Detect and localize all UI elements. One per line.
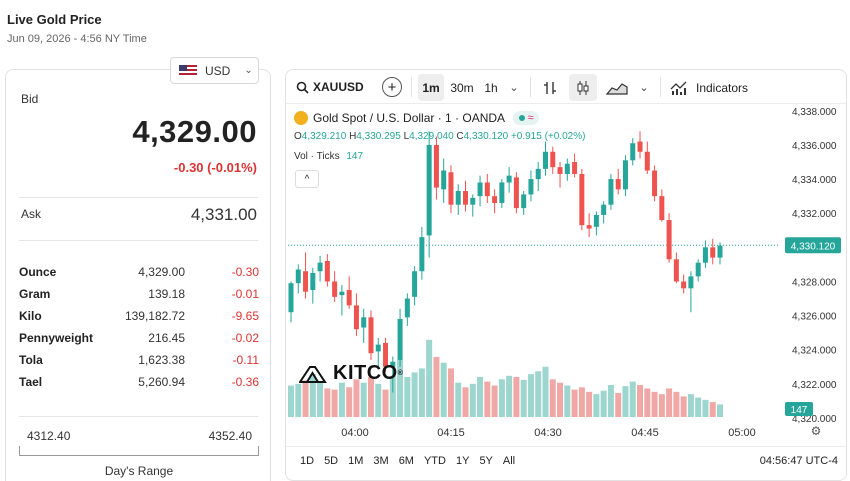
unit-change: -0.01 [231, 287, 259, 301]
divider [19, 197, 258, 198]
symbol-label: XAUUSD [313, 80, 364, 94]
indicators-icon [670, 81, 687, 95]
unit-row: Tola 1,623.38 -0.11 [19, 349, 259, 371]
unit-name: Ounce [19, 265, 57, 279]
price-panel [5, 69, 271, 481]
bid-change: -0.30 (-0.01%) [173, 160, 257, 175]
volume-value: 147 [346, 151, 364, 162]
unit-row: Ounce 4,329.00 -0.30 [19, 261, 259, 283]
unit-change: -0.11 [232, 353, 259, 367]
bid-label: Bid [21, 92, 39, 106]
toolbar-divider [530, 77, 531, 97]
collapse-legend-button[interactable]: ^ [295, 170, 319, 188]
unit-price: 139.18 [148, 287, 185, 301]
gold-icon [294, 111, 308, 125]
us-flag-icon [179, 64, 197, 77]
chevron-down-icon: ⌄ [244, 65, 253, 76]
indicators-label: Indicators [696, 80, 749, 95]
unit-price: 5,260.94 [138, 375, 185, 389]
unit-price: 4,329.00 [138, 265, 185, 279]
range-high: 4352.40 [208, 429, 252, 443]
range-ytd[interactable]: YTD [423, 455, 446, 467]
range-low: 4312.40 [27, 429, 71, 443]
range-all[interactable]: All [502, 455, 516, 467]
market-status-badge: ≈ [513, 111, 540, 125]
unit-name: Tola [19, 353, 43, 367]
range-5y[interactable]: 5Y [479, 455, 493, 467]
unit-name: Kilo [19, 309, 42, 323]
unit-change: -0.02 [231, 331, 259, 345]
range-buttons: 1D 5D 1M 3M 6M YTD 1Y 5Y All [296, 455, 521, 467]
range-1y[interactable]: 1Y [455, 455, 470, 467]
unit-change: -9.65 [231, 309, 259, 323]
divider [19, 416, 258, 417]
toolbar-divider [411, 77, 412, 97]
candles-icon[interactable] [569, 74, 597, 101]
range-1m[interactable]: 1M [348, 455, 364, 467]
low-label: L [403, 131, 410, 142]
currency-label: USD [205, 63, 231, 78]
range-5d[interactable]: 5D [324, 455, 339, 467]
low-value: 4,329.040 [409, 131, 454, 142]
unit-name: Pennyweight [19, 331, 94, 345]
open-label: O [294, 131, 302, 142]
open-value: 4,329.210 [301, 131, 347, 142]
chevron-down-icon[interactable]: ⌄ [639, 82, 649, 94]
unit-row: Kilo 139,182.72 -9.65 [19, 305, 259, 327]
high-label: H [349, 131, 357, 142]
unit-change: -0.30 [231, 265, 259, 279]
search-icon [296, 81, 309, 94]
unit-row: Tael 5,260.94 -0.36 [19, 371, 259, 393]
unit-row: Gram 139.18 -0.01 [19, 283, 259, 305]
unit-name: Tael [19, 375, 43, 389]
bar-style-icon[interactable] [538, 74, 562, 101]
range-bar [19, 446, 259, 456]
indicators-button[interactable]: Indicators [670, 74, 748, 101]
legend-title: Gold Spot / U.S. Dollar · 1 · OANDA [313, 111, 506, 125]
unit-price: 1,623.38 [138, 353, 185, 367]
compare-add-icon[interactable]: + [382, 77, 402, 97]
unit-change: -0.36 [231, 375, 259, 389]
toolbar-divider [286, 103, 846, 104]
unit-price: 216.45 [148, 331, 185, 345]
unit-price-table: Ounce 4,329.00 -0.30 Gram 139.18 -0.01 Kilo 139… [19, 261, 259, 393]
high-value: 4,330.295 [356, 131, 401, 142]
chart-legend: Gold Spot / U.S. Dollar · 1 · OANDA ≈ [294, 111, 540, 125]
timestamp: Jun 09, 2026 - 4:56 NY Time [7, 33, 147, 45]
page-title: Live Gold Price [7, 12, 102, 27]
close-value: 4,330.120 [463, 131, 509, 142]
range-3m[interactable]: 3M [373, 455, 389, 467]
range-6m[interactable]: 6M [398, 455, 414, 467]
range-label: Day's Range [104, 464, 174, 478]
ask-label: Ask [21, 207, 42, 221]
interval-1h[interactable]: 1h [484, 80, 498, 95]
ohlc-values: O4,329.210 H4,330.295 L4,329.040 C4,330.… [294, 131, 585, 142]
interval-30m[interactable]: 30m [450, 80, 474, 95]
currency-select[interactable]: USD ⌄ [170, 57, 259, 84]
unit-name: Gram [19, 287, 51, 301]
chevron-down-icon[interactable]: ⌄ [509, 82, 519, 94]
toolbar-divider [286, 446, 846, 447]
price-change: +0.915 (+0.02%) [510, 131, 586, 142]
close-label: C [456, 131, 464, 142]
volume-legend: Vol · Ticks 147 [294, 151, 363, 162]
symbol-search[interactable]: XAUUSD [296, 76, 364, 98]
clock: 04:56:47 UTC-4 [759, 455, 838, 467]
volume-label: Vol · Ticks [294, 151, 340, 162]
unit-row: Pennyweight 216.45 -0.02 [19, 327, 259, 349]
ask-value: 4,331.00 [190, 205, 257, 224]
toolbar-divider [660, 77, 661, 97]
unit-price: 139,182.72 [124, 309, 185, 323]
range-1d[interactable]: 1D [300, 455, 315, 467]
brand-label: KITCO [333, 362, 398, 384]
kitco-logo-icon [299, 365, 327, 383]
settings-icon[interactable]: ⚙ [810, 424, 822, 438]
divider [19, 240, 258, 241]
kitco-logo: KITCO ® [299, 362, 403, 385]
interval-1m[interactable]: 1m [418, 74, 444, 101]
area-chart-icon[interactable] [604, 74, 630, 101]
bid-value: 4,329.00 [132, 114, 257, 149]
